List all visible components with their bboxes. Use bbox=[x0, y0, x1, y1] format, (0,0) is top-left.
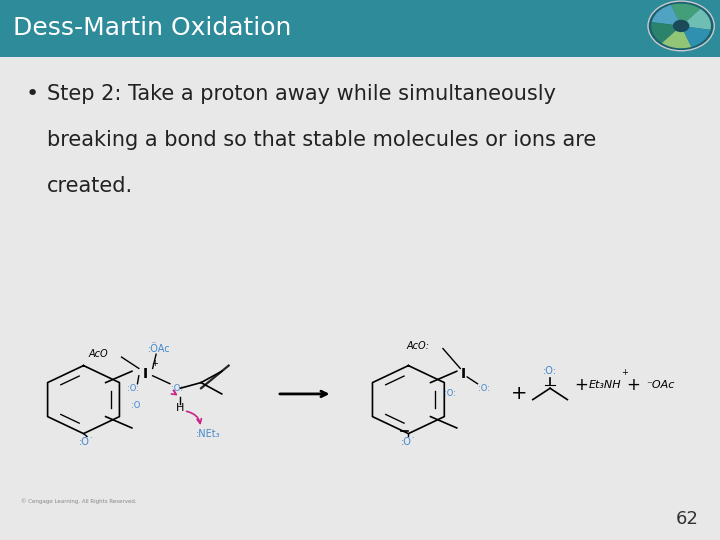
FancyArrowPatch shape bbox=[186, 411, 202, 423]
Wedge shape bbox=[662, 26, 691, 48]
Text: +: + bbox=[621, 368, 628, 377]
Text: © Cengage Learning. All Rights Reserved.: © Cengage Learning. All Rights Reserved. bbox=[22, 499, 137, 504]
Wedge shape bbox=[681, 9, 711, 30]
Text: •: • bbox=[25, 84, 38, 104]
FancyArrowPatch shape bbox=[171, 390, 176, 395]
Text: I: I bbox=[461, 367, 467, 381]
Text: I: I bbox=[143, 367, 148, 381]
Text: ⁻OAc: ⁻OAc bbox=[647, 380, 675, 390]
Text: Step 2: Take a proton away while simultaneously: Step 2: Take a proton away while simulta… bbox=[47, 84, 556, 104]
Text: :O:: :O: bbox=[171, 384, 183, 393]
Text: +: + bbox=[510, 384, 527, 403]
Text: :ÖAc: :ÖAc bbox=[148, 343, 171, 354]
Circle shape bbox=[648, 1, 714, 51]
Text: +: + bbox=[575, 376, 588, 394]
Text: Dess-Martin Oxidation: Dess-Martin Oxidation bbox=[13, 16, 292, 40]
Text: AcO:: AcO: bbox=[406, 341, 429, 351]
Wedge shape bbox=[652, 22, 681, 43]
Text: +: + bbox=[151, 360, 158, 368]
Text: H: H bbox=[176, 403, 184, 413]
Text: :O:: :O: bbox=[444, 389, 456, 399]
Text: :O:: :O: bbox=[478, 384, 490, 393]
Text: created.: created. bbox=[47, 176, 133, 195]
Text: +: + bbox=[626, 376, 640, 394]
Text: breaking a bond so that stable molecules or ions are: breaking a bond so that stable molecules… bbox=[47, 130, 596, 150]
Text: :NEt₃: :NEt₃ bbox=[196, 429, 220, 438]
Text: :O:: :O: bbox=[543, 366, 557, 376]
Text: :O:: :O: bbox=[127, 384, 139, 393]
Bar bbox=[0, 0, 720, 57]
Wedge shape bbox=[652, 5, 681, 26]
Text: Et₃NH: Et₃NH bbox=[589, 380, 621, 390]
Text: 62: 62 bbox=[675, 510, 698, 528]
Wedge shape bbox=[671, 4, 701, 26]
Text: :O˙: :O˙ bbox=[400, 437, 416, 447]
Text: :O: :O bbox=[130, 401, 140, 410]
Circle shape bbox=[673, 19, 690, 32]
Wedge shape bbox=[681, 26, 711, 47]
Text: AcO: AcO bbox=[88, 349, 108, 359]
Text: :O˙: :O˙ bbox=[79, 437, 95, 447]
